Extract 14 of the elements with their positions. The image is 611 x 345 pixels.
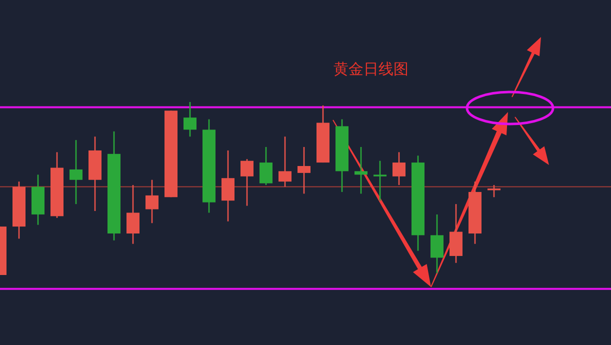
- candlestick: [374, 160, 386, 202]
- candlestick: [298, 146, 310, 194]
- candlestick: [146, 179, 158, 224]
- candlestick: [260, 146, 272, 186]
- candlestick: [222, 150, 234, 222]
- chart-title: 黄金日线图: [334, 60, 408, 78]
- candlestick: [240, 158, 254, 206]
- candlestick: [70, 139, 82, 205]
- candlestick: [184, 101, 196, 138]
- candlestick: [430, 214, 444, 274]
- candlestick: [278, 136, 292, 188]
- candlestick: [354, 146, 368, 194]
- candlestick: [126, 184, 140, 245]
- candlestick: [392, 152, 406, 186]
